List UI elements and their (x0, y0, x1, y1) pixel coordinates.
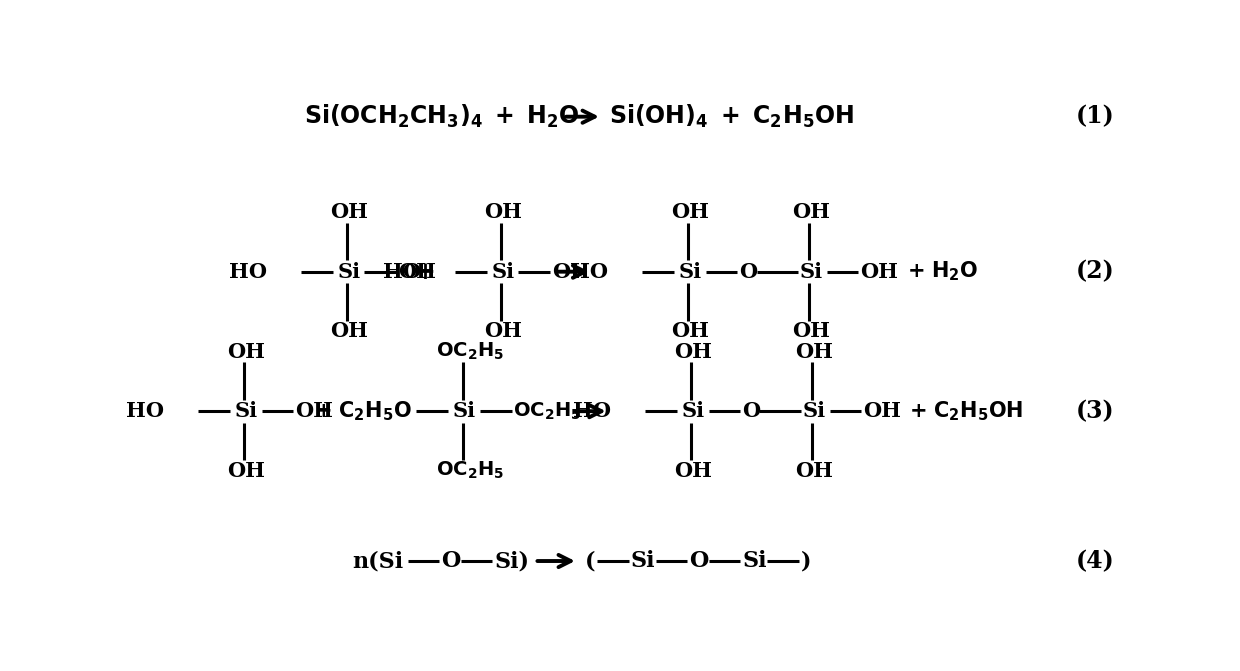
Text: Si: Si (682, 401, 704, 421)
Text: (4): (4) (1075, 549, 1115, 573)
Text: O: O (739, 262, 758, 282)
Text: (3): (3) (1075, 399, 1115, 423)
Text: OH: OH (675, 460, 712, 480)
Text: $\mathbf{+\ C_2H_5OH}$: $\mathbf{+\ C_2H_5OH}$ (909, 399, 1024, 423)
Text: OH: OH (795, 460, 833, 480)
Text: $\mathbf{+\ H_2O}$: $\mathbf{+\ H_2O}$ (906, 260, 978, 283)
Text: Si: Si (743, 550, 766, 572)
Text: Si: Si (631, 550, 655, 572)
Text: O: O (441, 550, 461, 572)
Text: OH: OH (227, 342, 265, 362)
Text: OH: OH (671, 202, 709, 222)
Text: Si): Si) (495, 550, 529, 572)
Text: HO: HO (570, 262, 608, 282)
Text: OH: OH (792, 202, 830, 222)
Text: (2): (2) (1075, 260, 1115, 284)
Text: $\mathbf{+\ C_2H_5O}$: $\mathbf{+\ C_2H_5O}$ (314, 399, 412, 423)
Text: $\mathbf{OC_2H_5}$: $\mathbf{OC_2H_5}$ (435, 341, 503, 362)
Text: Si: Si (491, 262, 515, 282)
Text: Si: Si (678, 262, 702, 282)
Text: OH: OH (227, 460, 265, 480)
Text: OH: OH (398, 262, 436, 282)
Text: OH: OH (795, 342, 833, 362)
Text: $\mathbf{Si(OCH_2CH_3)_4\ +\ H_2O}$: $\mathbf{Si(OCH_2CH_3)_4\ +\ H_2O}$ (304, 103, 580, 130)
Text: O: O (689, 550, 709, 572)
Text: Si: Si (453, 401, 476, 421)
Text: (: ( (584, 550, 595, 572)
Text: ): ) (801, 550, 811, 572)
Text: $\mathbf{OC_2H_5}$: $\mathbf{OC_2H_5}$ (513, 401, 582, 422)
Text: $\mathbf{OC_2H_5}$: $\mathbf{OC_2H_5}$ (435, 460, 503, 481)
Text: HO: HO (383, 262, 420, 282)
Text: HO: HO (126, 401, 164, 421)
Text: Si: Si (234, 401, 258, 421)
Text: $\mathbf{Si(OH)_4\ +\ C_2H_5OH}$: $\mathbf{Si(OH)_4\ +\ C_2H_5OH}$ (609, 103, 853, 130)
Text: OH: OH (863, 401, 901, 421)
Text: Si: Si (800, 262, 823, 282)
Text: n(Si: n(Si (352, 550, 403, 572)
Text: OH: OH (330, 202, 368, 222)
Text: O: O (743, 401, 760, 421)
Text: HO: HO (573, 401, 611, 421)
Text: OH: OH (792, 321, 830, 341)
Text: OH: OH (671, 321, 709, 341)
Text: OH: OH (484, 202, 522, 222)
Text: +: + (414, 260, 435, 284)
Text: OH: OH (861, 262, 898, 282)
Text: OH: OH (675, 342, 712, 362)
Text: (1): (1) (1075, 105, 1115, 129)
Text: OH: OH (484, 321, 522, 341)
Text: Si: Si (802, 401, 826, 421)
Text: OH: OH (552, 262, 590, 282)
Text: Si: Si (337, 262, 361, 282)
Text: OH: OH (330, 321, 368, 341)
Text: OH: OH (295, 401, 334, 421)
Text: HO: HO (229, 262, 267, 282)
